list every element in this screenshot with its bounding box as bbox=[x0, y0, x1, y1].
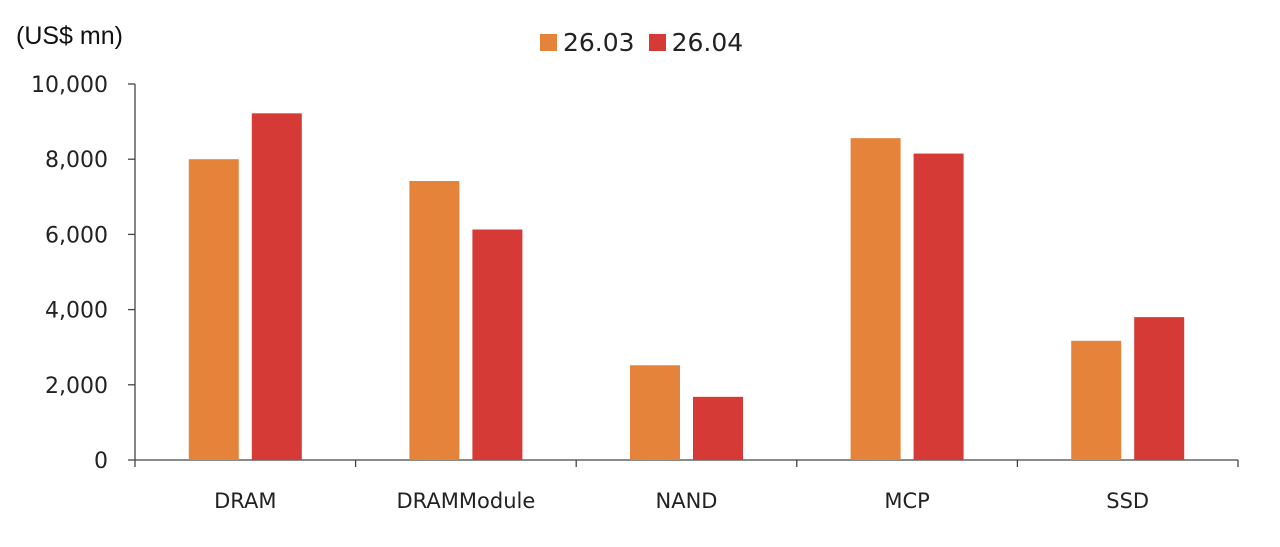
bar-nand-26-04 bbox=[693, 396, 743, 460]
bar-drammodule-26-04 bbox=[472, 229, 523, 460]
bar-drammodule-26-03 bbox=[409, 181, 460, 460]
x-category-label: NAND bbox=[656, 489, 718, 513]
legend-swatch-series-1 bbox=[540, 34, 557, 51]
legend-item-series-1: 26.03 bbox=[540, 28, 635, 57]
bar-dram-26-04 bbox=[251, 113, 302, 460]
y-tick-label: 2,000 bbox=[45, 374, 108, 399]
y-tick-label: 6,000 bbox=[45, 223, 108, 248]
bar-dram-26-03 bbox=[188, 159, 239, 460]
y-tick-label: 10,000 bbox=[31, 73, 108, 98]
x-category-label: DRAM bbox=[214, 489, 276, 513]
bar-ssd-26-03 bbox=[1071, 340, 1122, 460]
bar-ssd-26-04 bbox=[1134, 317, 1185, 460]
bar-nand-26-03 bbox=[630, 365, 680, 460]
x-category-label: MCP bbox=[884, 489, 929, 513]
x-category-label: DRAMModule bbox=[397, 489, 536, 513]
bar-mcp-26-04 bbox=[913, 153, 964, 460]
y-tick-label: 8,000 bbox=[45, 148, 108, 173]
legend-item-series-2: 26.04 bbox=[648, 28, 744, 57]
legend-label-series-1: 26.03 bbox=[563, 28, 635, 57]
bar-mcp-26-03 bbox=[850, 138, 901, 461]
y-unit-label: (US$ mn) bbox=[16, 22, 123, 50]
legend-label-series-2: 26.04 bbox=[671, 28, 744, 57]
y-tick-label: 4,000 bbox=[45, 299, 108, 324]
legend-swatch-series-2 bbox=[648, 34, 666, 51]
x-category-label: SSD bbox=[1106, 489, 1149, 513]
legend: 26.03 26.04 bbox=[540, 28, 743, 57]
y-tick-label: 0 bbox=[94, 449, 108, 474]
